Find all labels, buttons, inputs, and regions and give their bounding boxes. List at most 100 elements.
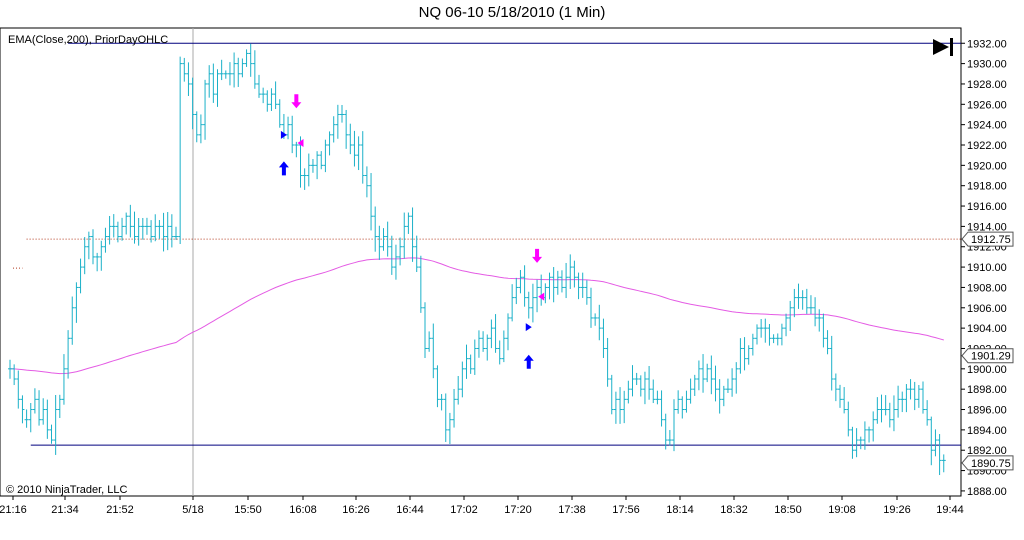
ohlc-bar <box>261 87 266 104</box>
copyright-text: © 2010 NinjaTrader, LLC <box>6 484 127 496</box>
ohlc-bar <box>132 211 137 244</box>
ohlc-bar <box>8 359 12 379</box>
ohlc-bar <box>779 323 784 346</box>
ohlc-bar <box>310 159 315 173</box>
ohlc-bar <box>580 272 585 298</box>
ohlc-bar <box>738 338 743 374</box>
ohlc-bar <box>227 62 232 86</box>
ohlc-bar <box>223 70 228 79</box>
ohlc-bar <box>493 314 498 353</box>
entry-marker-icon <box>525 323 532 332</box>
ohlc-bar <box>178 56 183 244</box>
ohlc-bar <box>182 57 187 82</box>
ohlc-bar <box>32 388 37 414</box>
ohlc-bar <box>501 330 506 363</box>
ohlc-bar <box>144 217 149 235</box>
ohlc-bar <box>634 372 639 386</box>
ohlc-bar <box>742 337 747 371</box>
ohlc-bar <box>804 288 809 314</box>
ohlc-bar <box>57 394 62 418</box>
y-tick-label: 1920.00 <box>967 160 1007 172</box>
ohlc-bar <box>460 361 465 398</box>
ohlc-bar <box>232 52 237 88</box>
ohlc-bar <box>82 237 87 275</box>
ohlc-bar <box>838 384 842 408</box>
ohlc-bar <box>252 50 257 89</box>
ohlc-bar <box>344 109 349 149</box>
ohlc-bar <box>306 153 311 187</box>
ohlc-bar <box>655 390 660 405</box>
ohlc-bar <box>755 324 759 345</box>
ohlc-bar <box>153 214 158 242</box>
ohlc-bar <box>746 345 751 365</box>
ohlc-bar <box>124 212 129 235</box>
ohlc-bar <box>908 379 913 400</box>
y-tick-label: 1900.00 <box>967 364 1007 376</box>
ohlc-bar <box>701 354 706 393</box>
ohlc-bar <box>464 344 469 379</box>
y-tick-label: 1930.00 <box>967 59 1007 71</box>
ohlc-bar <box>439 394 444 411</box>
ohlc-bar <box>912 381 917 411</box>
ohlc-bar <box>66 330 71 379</box>
ohlc-bar <box>730 368 735 397</box>
ohlc-bar <box>352 130 357 167</box>
ohlc-bar <box>609 374 614 415</box>
ohlc-bar <box>551 267 556 303</box>
x-tick-label: 21:34 <box>51 504 79 516</box>
ohlc-bar <box>568 254 573 289</box>
ohlc-bar <box>240 58 245 78</box>
ohlc-bar <box>846 401 851 437</box>
ohlc-bar <box>572 260 577 288</box>
price-flags: 1912.75 1901.29 1890.75 <box>961 231 1014 471</box>
ohlc-bar <box>817 309 822 332</box>
ohlc-bar <box>174 226 178 240</box>
ohlc-bar <box>858 436 863 450</box>
ohlc-bar <box>360 131 365 184</box>
ohlc-bar <box>286 116 291 140</box>
ohlc-bar <box>842 387 847 414</box>
ohlc-bar <box>589 287 593 328</box>
ohlc-bar <box>916 385 921 408</box>
x-tick-label: 19:26 <box>883 504 911 516</box>
y-tick-label: 1888.00 <box>967 486 1007 498</box>
ohlc-bar <box>775 333 780 346</box>
y-tick-label: 1928.00 <box>967 79 1007 91</box>
ohlc-bar <box>593 313 598 326</box>
ohlc-bar <box>485 334 490 361</box>
ohlc-bar <box>157 220 162 239</box>
ohlc-bar <box>265 90 270 112</box>
x-tick-label: 16:08 <box>289 504 317 516</box>
ohlc-bar <box>140 217 145 240</box>
trade-annotations <box>278 94 545 369</box>
ohlc-bar <box>497 340 502 365</box>
ohlc-bar <box>452 388 457 428</box>
ohlc-bar <box>248 43 253 77</box>
ohlc-bar <box>900 391 905 413</box>
ohlc-bar <box>676 390 681 414</box>
ohlc-bar <box>642 371 647 405</box>
buy-arrow-icon <box>523 354 534 369</box>
ohlc-bar <box>833 373 838 402</box>
ohlc-bar <box>904 384 909 413</box>
ohlc-bar <box>522 265 527 307</box>
ohlc-bar <box>871 411 876 442</box>
x-tick-label: 19:08 <box>828 504 856 516</box>
ohlc-bar <box>796 283 801 309</box>
ohlc-bar <box>792 288 797 318</box>
ohlc-bar <box>78 258 83 294</box>
end-of-chart-icon[interactable] <box>933 38 953 56</box>
ohlc-bar <box>692 374 697 396</box>
chart-title: NQ 06-10 5/18/2010 (1 Min) <box>418 4 606 21</box>
ohlc-bar <box>933 429 938 457</box>
ohlc-bar <box>771 334 776 344</box>
ohlc-bar <box>207 65 212 98</box>
ohlc-bar <box>530 283 535 323</box>
ohlc-bar <box>269 88 274 111</box>
ohlc-bar <box>808 295 813 314</box>
ohlc-bar <box>647 366 652 400</box>
y-tick-label: 1918.00 <box>967 181 1007 193</box>
price-flag-label: 1901.29 <box>971 351 1011 363</box>
ohlc-bar <box>373 206 378 252</box>
